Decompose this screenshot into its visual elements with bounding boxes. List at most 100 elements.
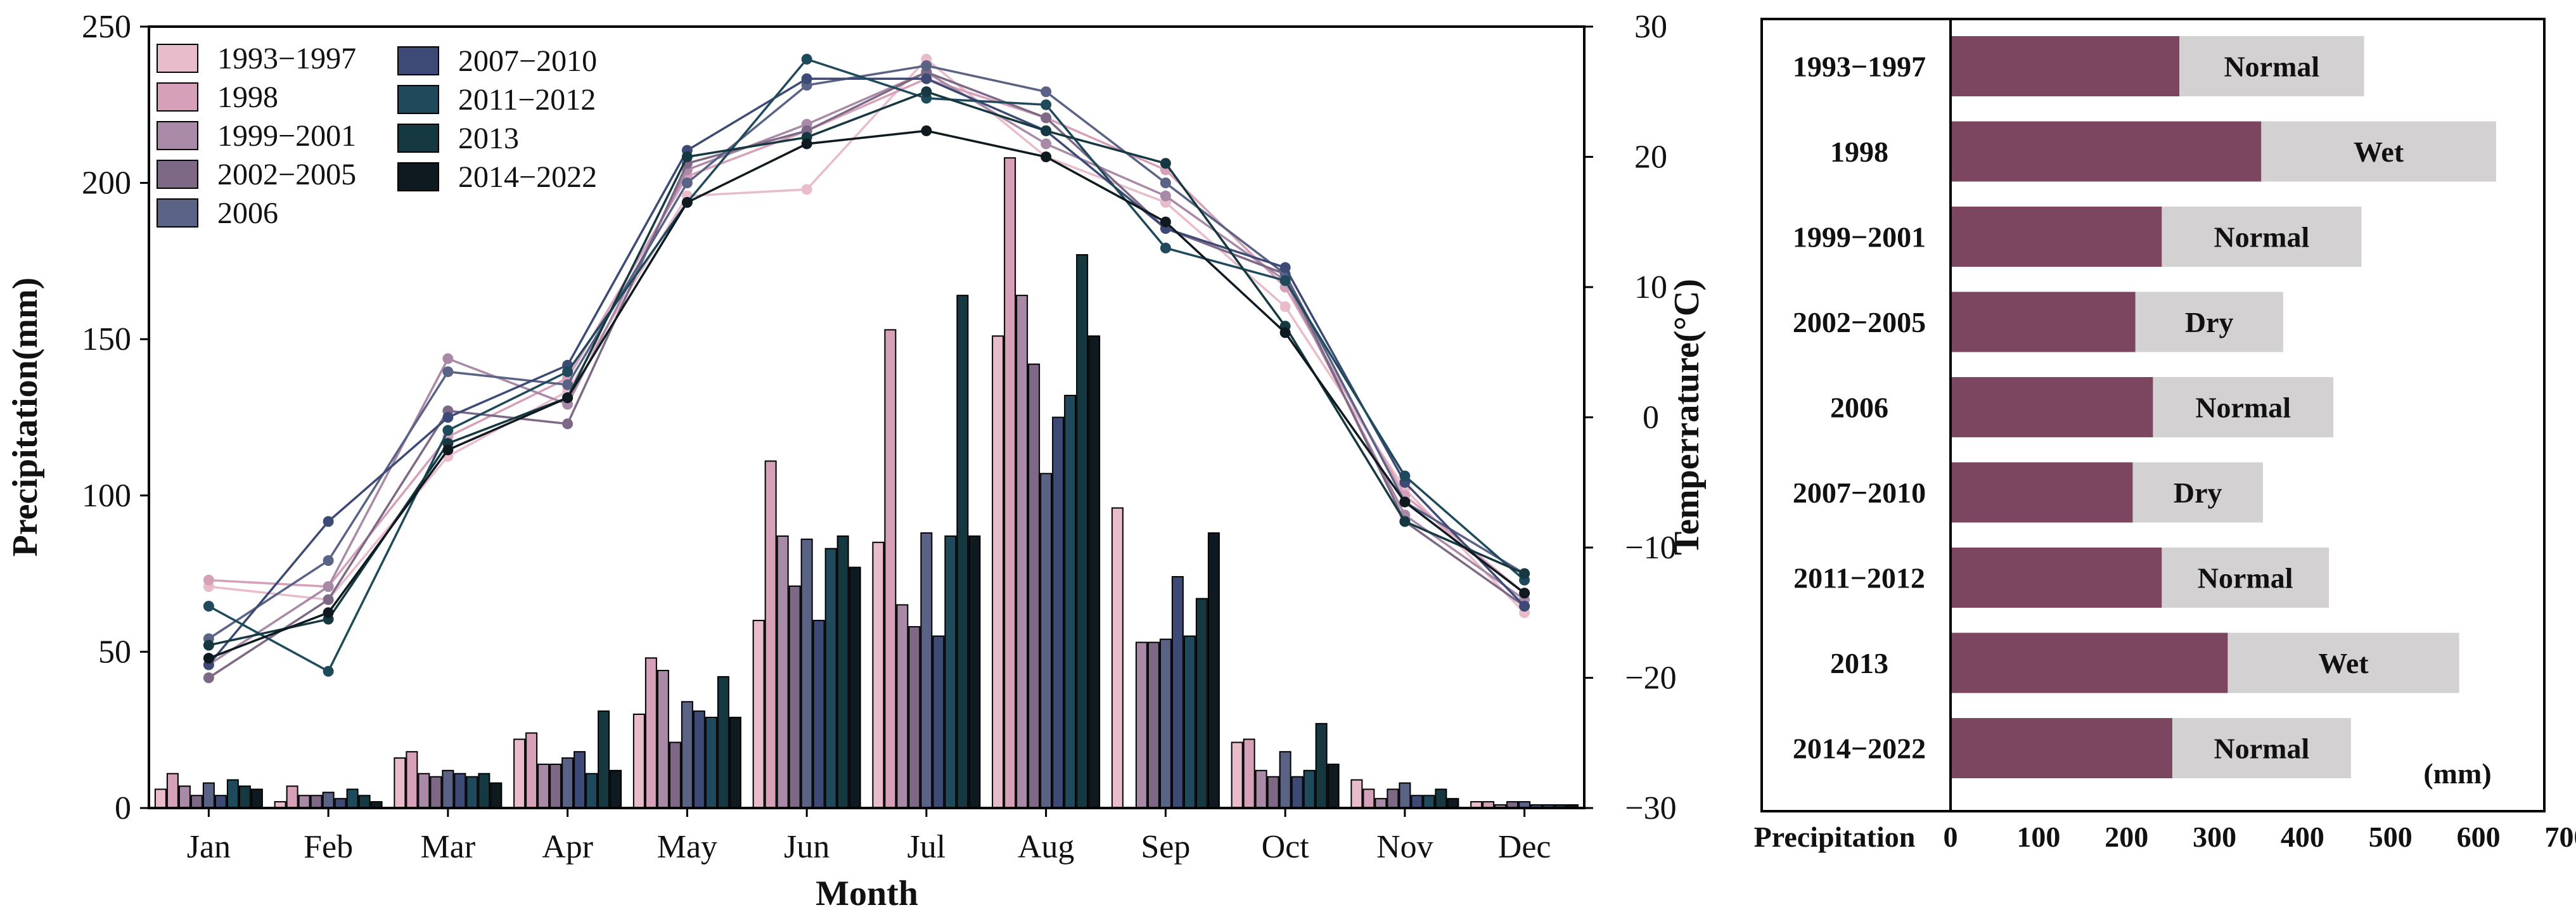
- temperature-point: [1279, 327, 1291, 338]
- temperature-point: [323, 555, 334, 567]
- temperature-point: [801, 138, 812, 150]
- temperature-point: [323, 516, 334, 527]
- precip-bar: [1350, 779, 1363, 809]
- precip-bar: [824, 548, 837, 809]
- legend-label: 2013: [458, 122, 519, 155]
- precip-bar: [896, 604, 909, 809]
- wetness-label: Wet: [2354, 136, 2404, 168]
- temperature-point: [562, 418, 574, 430]
- precip-bar: [1195, 598, 1208, 809]
- precip-bar: [788, 585, 801, 809]
- category-label: 2002−2005: [1793, 306, 1926, 338]
- legend-swatch: [157, 160, 198, 189]
- wetness-label: Normal: [2224, 51, 2319, 83]
- wetness-label: Normal: [2214, 221, 2309, 253]
- temperature-point: [442, 425, 454, 436]
- precip-bar: [310, 795, 323, 809]
- temperature-point: [1041, 86, 1052, 98]
- legend-swatch: [397, 124, 439, 153]
- legend-swatch: [157, 44, 198, 73]
- precip-bar: [1279, 751, 1291, 809]
- precip-bar: [154, 788, 167, 809]
- temperature-point: [1041, 151, 1052, 162]
- category-label: 1998: [1830, 136, 1888, 168]
- precip-bar: [1111, 507, 1124, 809]
- temperature-point: [1519, 600, 1530, 612]
- x-tick-label: Feb: [304, 829, 353, 865]
- temperature-point: [801, 73, 812, 84]
- precip-bar: [872, 541, 885, 809]
- precip-bar: [1076, 254, 1089, 809]
- temperature-point: [1041, 99, 1052, 110]
- temperature-point: [681, 196, 693, 208]
- precip-bar: [238, 785, 251, 809]
- precip-bar: [1040, 473, 1053, 809]
- temperature-point: [1160, 177, 1171, 189]
- temperature-point: [562, 379, 574, 390]
- base-bar: [1951, 207, 2162, 267]
- legend-swatch: [157, 82, 198, 112]
- x-tick-label: Mar: [421, 829, 476, 865]
- legend-swatch: [157, 121, 198, 150]
- precip-bar: [322, 792, 335, 809]
- legend-label: 1993−1997: [217, 42, 356, 75]
- x-tick-label: 400: [2281, 821, 2324, 853]
- temperature-point: [1041, 112, 1052, 124]
- category-label: 1999−2001: [1793, 221, 1926, 253]
- y2-tick-label: −30: [1625, 790, 1676, 826]
- precip-bar: [776, 535, 789, 809]
- temperature-point: [1160, 216, 1171, 228]
- precip-bar: [1255, 769, 1267, 809]
- precip-bar: [454, 773, 466, 809]
- wetness-label: Normal: [2214, 733, 2309, 765]
- base-bar: [1951, 377, 2153, 437]
- precip-bar: [717, 676, 729, 809]
- precip-bar: [513, 738, 526, 809]
- category-label: 2014−2022: [1793, 733, 1926, 765]
- precip-bar: [214, 795, 227, 809]
- y-tick-label: 150: [82, 321, 131, 357]
- temperature-line: [208, 57, 1525, 613]
- temperature-point: [562, 392, 574, 404]
- category-label: 2011−2012: [1793, 562, 1925, 594]
- legend-swatch: [397, 162, 439, 191]
- y2-tick-label: 10: [1634, 269, 1667, 305]
- precip-bar: [1183, 635, 1196, 809]
- category-label: 2013: [1830, 647, 1888, 679]
- precip-bar: [1315, 722, 1328, 809]
- base-bar: [1951, 121, 2262, 182]
- base-bar: [1951, 462, 2133, 523]
- precip-bar: [812, 620, 825, 809]
- precip-bar: [166, 773, 179, 809]
- legend-label: 2011−2012: [458, 83, 596, 117]
- precip-bar: [836, 535, 849, 809]
- temperature-point: [1160, 190, 1171, 202]
- precip-bar: [908, 626, 921, 809]
- right-chart: Normal Wet Normal Dry Normal Dry Normal Wet Norm…: [1754, 18, 2576, 853]
- x-tick-label: Jan: [187, 829, 231, 865]
- precipitation-axis-title: Precipitation: [1754, 821, 1916, 853]
- precip-bar: [346, 788, 359, 809]
- temperature-point: [921, 73, 932, 84]
- base-bar: [1951, 632, 2228, 693]
- x-tick-label: Aug: [1018, 829, 1075, 865]
- temperature-point: [442, 444, 454, 456]
- precip-bar: [884, 329, 897, 809]
- temperature-point: [1041, 125, 1052, 136]
- x-tick-label: 600: [2457, 821, 2501, 853]
- temperature-point: [921, 60, 932, 72]
- temperature-point: [203, 653, 214, 664]
- category-label: 1993−1997: [1793, 51, 1926, 83]
- x-tick-label: Jun: [784, 829, 830, 865]
- precip-bar: [1399, 782, 1411, 809]
- precip-bar: [1052, 416, 1065, 809]
- precip-bar: [632, 714, 645, 809]
- precip-bar: [920, 532, 933, 809]
- precip-bar: [430, 776, 442, 809]
- precip-bar: [1362, 788, 1375, 809]
- precip-bar: [968, 535, 981, 809]
- precip-bar: [250, 788, 263, 809]
- precip-bar: [729, 716, 741, 809]
- legend-label: 2014−2022: [458, 160, 597, 194]
